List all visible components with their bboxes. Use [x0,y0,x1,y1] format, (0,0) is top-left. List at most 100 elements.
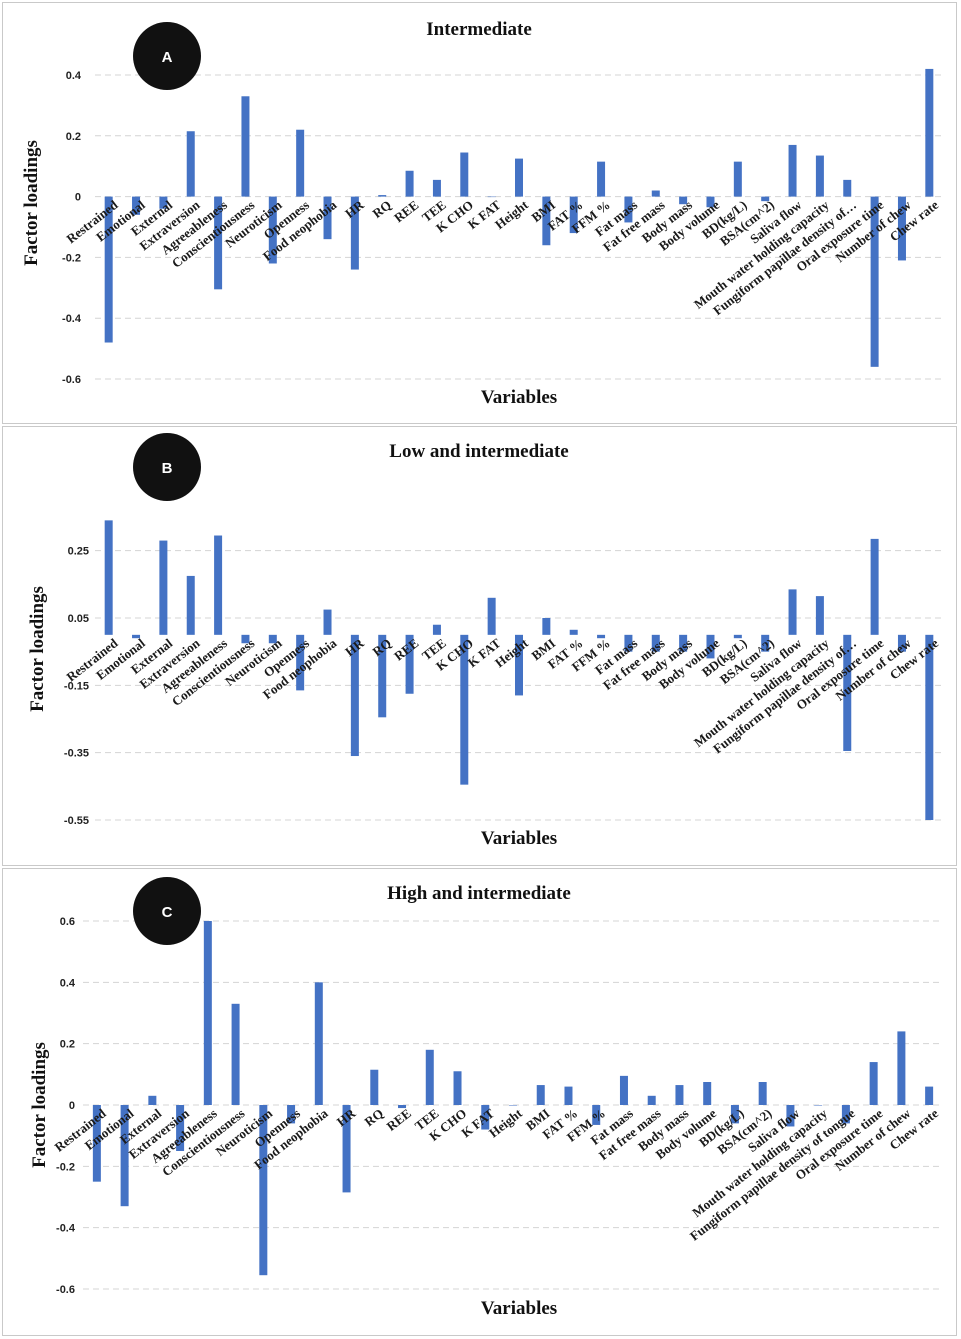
bar-8 [296,634,305,691]
bar-30 [897,1031,906,1105]
y-tick-label: 0 [69,1100,75,1112]
bar-25 [761,196,770,202]
bar-17 [542,196,551,246]
bar-23 [706,634,715,659]
bar-26 [788,144,797,197]
bar-4 [186,575,195,635]
bar-7 [259,1105,268,1276]
category-label: REE [384,1106,414,1134]
bar-23 [703,1082,712,1105]
chart-title: Intermediate [426,19,532,40]
bar-23 [706,196,715,208]
chart-b: 0.250.05-0.15-0.35-0.55RestrainedEmotion… [27,433,943,849]
panel-a: 0.4 0.2 0 -0.2 -0.4 -0.6 Restrained Emotional Ex… [2,2,957,424]
y-tick-label: -0.6 [62,374,81,386]
bar-19 [597,161,606,197]
bar-30 [897,634,906,652]
bar-8 [287,1105,296,1124]
category-label: RQ [362,1106,387,1130]
bar-15 [481,1105,490,1130]
bar-24 [733,634,742,639]
bar-16 [509,1105,517,1106]
category-label: HR [342,197,367,221]
bar-19 [597,634,606,639]
bar-18 [564,1086,573,1105]
x-axis-title: Variables [481,828,557,849]
y-tick-label: 0 [75,192,81,204]
bar-4 [176,1105,185,1151]
bar-27 [814,1105,823,1106]
bar-7 [268,634,277,644]
y-tick-label: 0.4 [66,70,82,82]
bar-6 [241,96,250,197]
bar-21 [651,634,660,652]
bar-9 [323,609,332,635]
category-label: HR [342,635,367,659]
bar-6 [231,1003,240,1105]
y-tick-label: -0.4 [62,313,82,325]
y-tick-label: -0.15 [64,680,89,692]
x-axis-title: Variables [481,1298,557,1319]
category-label: Height [486,1105,525,1140]
bar-10 [350,634,359,757]
bar-24 [733,161,742,197]
bar-15 [487,196,496,198]
bar-11 [378,195,387,197]
bar-19 [592,1105,601,1125]
y-axis-title: Factor loadings [29,1042,50,1168]
bar-29 [870,196,879,367]
bar-20 [624,634,633,652]
bar-11 [370,1069,379,1105]
bar-11 [378,634,387,718]
y-tick-label: 0.2 [66,131,81,143]
bar-2 [132,634,141,639]
category-label: REE [391,197,421,225]
category-label: HR [334,1105,359,1129]
panel-badge [133,877,201,945]
bar-14 [460,634,469,785]
bar-28 [843,634,852,751]
bar-26 [788,589,797,635]
bar-1 [104,196,113,343]
bar-31 [925,1086,934,1105]
chart-title: Low and intermediate [389,441,568,462]
bar-26 [786,1105,795,1127]
bar-5 [203,921,212,1105]
bar-28 [841,1105,850,1124]
bar-25 [758,1082,767,1105]
bar-3 [159,540,168,635]
bar-10 [342,1105,351,1193]
bar-16 [515,634,523,696]
bar-17 [542,618,551,635]
bar-27 [815,155,824,197]
bar-25 [761,634,770,652]
y-tick-label: -0.2 [56,1161,75,1173]
bar-14 [453,1071,462,1105]
bar-29 [869,1062,878,1105]
bar-1 [92,1105,101,1182]
category-label: RQ [369,635,394,659]
bar-5 [214,535,223,635]
bar-20 [619,1075,628,1105]
y-tick-label: -0.2 [62,252,81,264]
bar-22 [675,1085,684,1105]
y-tick-label: 0.6 [60,916,75,928]
y-axis-title: Factor loadings [27,586,48,712]
bar-4 [186,131,195,197]
y-axis-title: Factor loadings [21,140,42,266]
bar-2 [120,1105,129,1207]
bar-21 [651,190,660,197]
chart-a: 0.40.20-0.2-0.4-0.6RestrainedEmotionalEx… [21,19,943,408]
bar-18 [569,629,578,635]
bar-9 [314,982,323,1105]
bar-17 [536,1085,545,1105]
bar-16 [515,158,523,197]
y-tick-label: 0.05 [68,613,89,625]
bar-20 [624,196,633,223]
y-tick-label: 0.4 [60,977,76,989]
bar-3 [159,196,168,209]
bar-22 [679,196,688,205]
bar-6 [241,634,250,644]
y-tick-label: -0.6 [56,1284,75,1296]
chart-c: 0.60.40.20-0.2-0.4-0.6RestrainedEmotiona… [29,877,943,1319]
